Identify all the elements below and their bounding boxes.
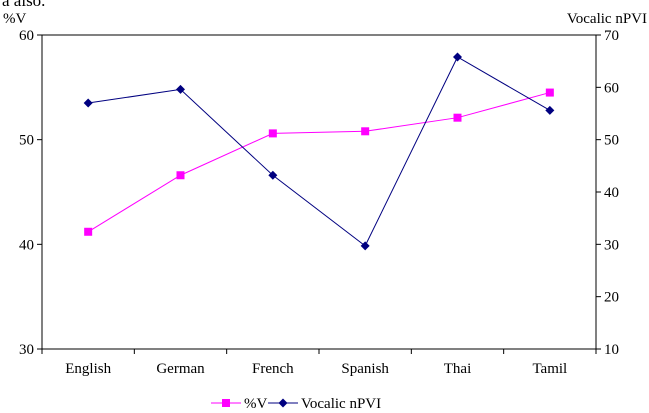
data-point-npvi-german [176,84,185,94]
data-point-npvi-tamil [545,105,555,115]
tick-group: 30 40 50 60 10 20 30 40 50 60 70 %V Vocalic nPVI Engl… [3,11,647,377]
data-point-percent-v-english [84,227,93,236]
right-y-tick-label: 10 [604,342,619,358]
right-y-tick-label: 60 [604,80,619,96]
left-y-tick-label: 30 [19,342,34,358]
data-point-npvi-english [83,98,93,108]
legend-marker-square [222,399,230,407]
data-point-percent-v-tamil [545,88,554,97]
x-tick-label-spanish: Spanish [341,361,389,377]
data-point-npvi-thai [453,52,462,62]
x-tick-label-english: English [65,361,111,377]
right-axis-label: Vocalic nPVI [567,11,647,27]
left-axis-label: %V [3,11,26,27]
series-group [83,52,555,251]
axes-group [41,34,597,350]
left-y-tick-label: 60 [19,28,34,44]
right-y-tick-label: 40 [604,185,619,201]
data-point-percent-v-german [176,171,185,180]
legend-label: %V [244,396,267,412]
right-y-tick-label: 70 [604,28,619,44]
x-tick-label-german: German [156,361,205,377]
data-point-npvi-french [268,170,278,180]
data-point-percent-v-french [268,129,277,138]
left-y-tick-label: 50 [19,133,34,149]
x-tick-label-french: French [252,361,294,377]
legend: %V Vocalic nPVI [211,396,381,412]
legend-marker-diamond [278,398,288,408]
series-line-npvi [88,56,551,247]
x-tick-label-thai: Thai [444,361,472,377]
legend-label: Vocalic nPVI [301,396,381,412]
data-point-percent-v-spanish [361,127,370,136]
left-y-tick-label: 40 [19,237,34,253]
right-y-tick-label: 20 [604,290,619,306]
right-y-tick-label: 30 [604,237,619,253]
data-point-percent-v-thai [453,113,462,122]
right-y-tick-label: 50 [604,133,619,149]
data-point-npvi-spanish [360,241,370,251]
x-tick-label-tamil: Tamil [532,361,567,377]
series-line-percent-v [87,92,550,233]
page-fragment-text: a also. [2,0,46,10]
